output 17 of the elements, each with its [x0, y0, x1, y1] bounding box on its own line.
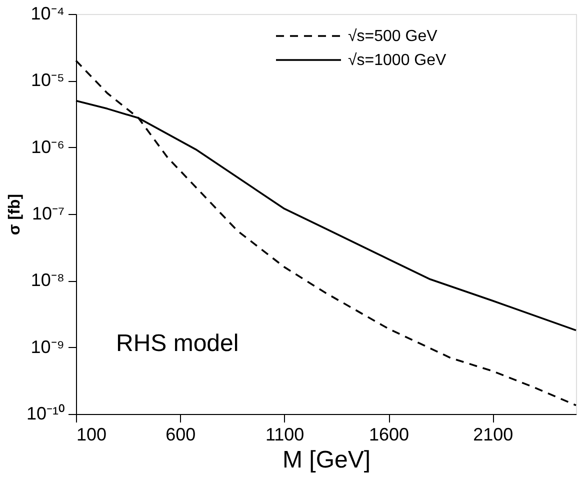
annotation: RHS model — [116, 330, 239, 357]
x-tick-label: 1600 — [368, 424, 410, 444]
y-tick-label: 10⁻⁴ — [30, 4, 64, 24]
legend-label: √s=500 GeV — [348, 28, 438, 45]
y-tick-label: 10⁻⁹ — [30, 336, 64, 357]
y-tick-label: 10⁻⁸ — [30, 270, 64, 290]
legend-label: √s=1000 GeV — [348, 52, 447, 69]
y-tick-label: 10⁻⁷ — [32, 204, 64, 224]
x-axis-title: M [GeV] — [282, 446, 371, 474]
y-axis-title: σ [fb] — [6, 194, 24, 236]
x-tick-label: 2100 — [473, 424, 514, 444]
x-tick-label: 100 — [76, 424, 107, 444]
y-tick-label: 10⁻⁶ — [31, 136, 64, 157]
y-tick-label: 10⁻¹⁰ — [26, 404, 64, 424]
x-tick-label: 600 — [166, 424, 196, 444]
x-tick-label: 1100 — [265, 424, 304, 444]
y-tick-label: 10⁻⁵ — [31, 70, 64, 90]
